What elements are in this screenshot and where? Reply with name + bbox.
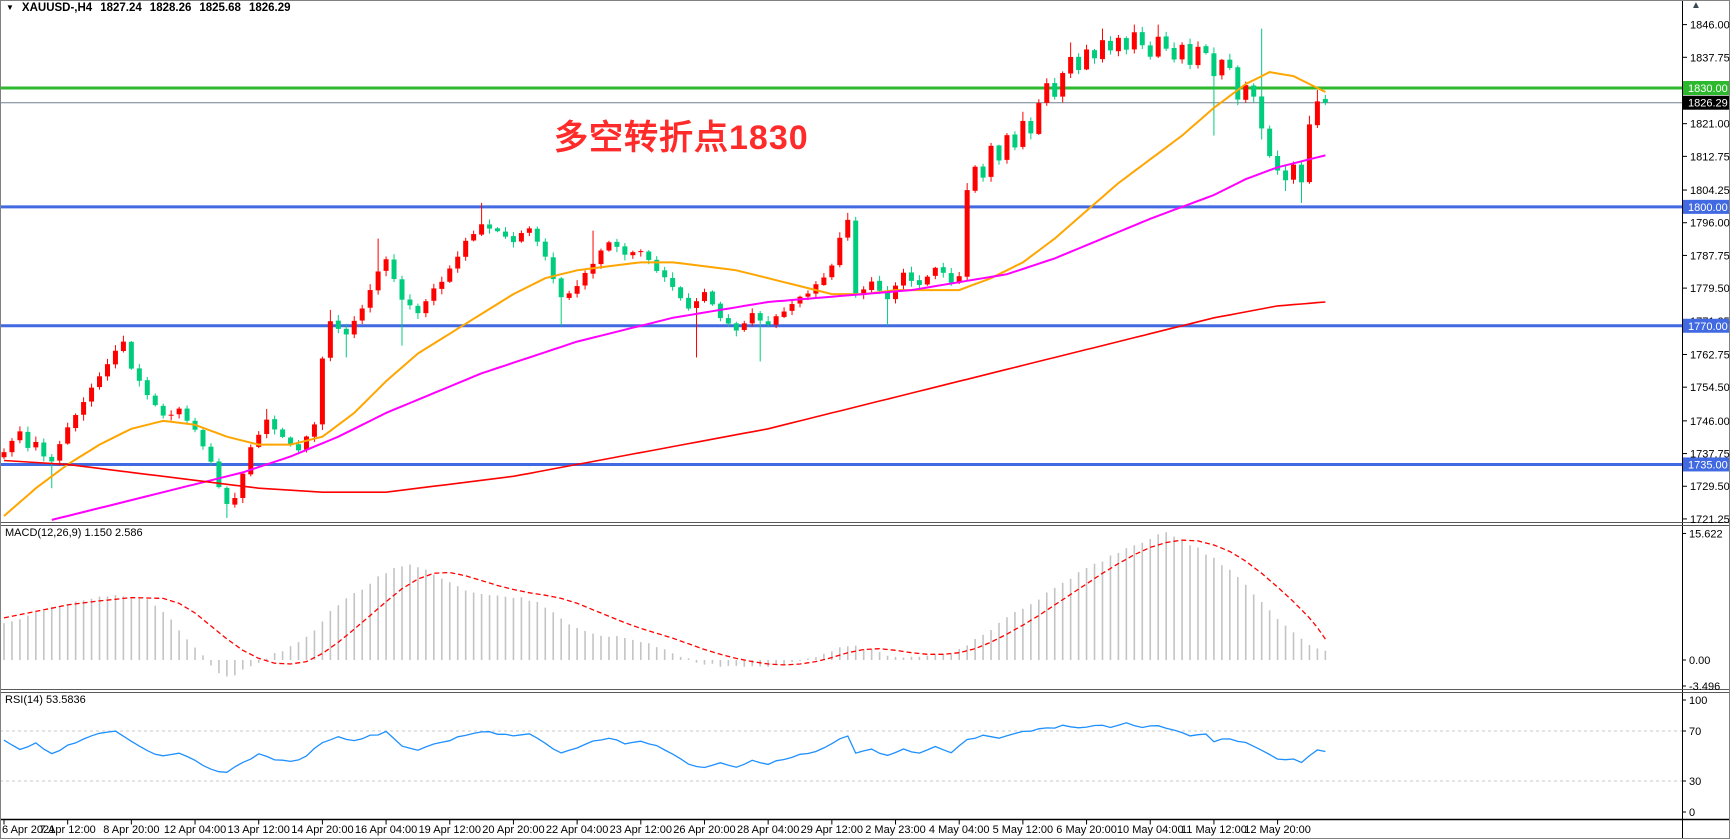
macd-signal-line <box>3 539 1326 666</box>
svg-text:13 Apr 12:00: 13 Apr 12:00 <box>228 824 290 836</box>
svg-text:100: 100 <box>1689 695 1707 707</box>
svg-text:1812.75: 1812.75 <box>1690 151 1730 163</box>
svg-text:28 Apr 04:00: 28 Apr 04:00 <box>737 824 799 836</box>
svg-text:4 May 04:00: 4 May 04:00 <box>929 824 990 836</box>
collapse-indicator-icon[interactable]: ▼ <box>6 3 14 12</box>
svg-text:1779.50: 1779.50 <box>1690 283 1730 295</box>
symbol-info-bar: ▼ XAUUSD-,H4 1827.24 1828.26 1825.68 182… <box>6 2 291 14</box>
svg-text:1846.00: 1846.00 <box>1690 20 1730 32</box>
svg-text:1735.00: 1735.00 <box>1688 459 1728 471</box>
svg-text:7 Apr 12:00: 7 Apr 12:00 <box>40 824 96 836</box>
svg-text:12 May 20:00: 12 May 20:00 <box>1244 824 1311 836</box>
ohlc-close: 1826.29 <box>248 2 291 14</box>
svg-text:2 May 23:00: 2 May 23:00 <box>865 824 926 836</box>
ohlc-open: 1827.24 <box>100 2 142 14</box>
ma-slow-red <box>3 301 1326 494</box>
svg-text:16 Apr 04:00: 16 Apr 04:00 <box>355 824 417 836</box>
svg-text:1837.75: 1837.75 <box>1690 52 1730 64</box>
svg-text:1729.50: 1729.50 <box>1690 481 1730 493</box>
macd-histogram <box>3 532 1327 677</box>
svg-text:1826.29: 1826.29 <box>1688 98 1728 110</box>
svg-text:5 May 12:00: 5 May 12:00 <box>993 824 1054 836</box>
svg-text:1787.75: 1787.75 <box>1690 250 1730 262</box>
svg-text:11 May 12:00: 11 May 12:00 <box>1181 824 1247 836</box>
indicator-scales[interactable]: 15.622 0.00 -3.496 100 70 30 0 <box>1682 528 1723 819</box>
svg-text:1754.50: 1754.50 <box>1690 382 1730 394</box>
macd-indicator-label: MACD(12,26,9) 1.150 2.586 <box>5 527 143 539</box>
svg-text:-3.496: -3.496 <box>1689 681 1720 693</box>
svg-text:1762.75: 1762.75 <box>1690 349 1730 361</box>
svg-text:6 May 20:00: 6 May 20:00 <box>1056 824 1117 836</box>
ma-fast-orange <box>3 71 1326 517</box>
svg-text:20 Apr 20:00: 20 Apr 20:00 <box>482 824 544 836</box>
chart-shift-marker-icon[interactable]: ▲ <box>1691 0 1701 11</box>
svg-text:1746.00: 1746.00 <box>1690 416 1730 428</box>
svg-text:12 Apr 04:00: 12 Apr 04:00 <box>164 824 226 836</box>
svg-text:23 Apr 12:00: 23 Apr 12:00 <box>610 824 672 836</box>
symbol-name: XAUUSD-,H4 <box>21 2 93 14</box>
ma-mid-magenta <box>51 154 1326 521</box>
rsi-line <box>3 722 1326 773</box>
ohlc-low: 1825.68 <box>199 2 241 14</box>
svg-text:0: 0 <box>1689 807 1695 819</box>
rsi-line <box>3 722 1326 773</box>
svg-text:19 Apr 12:00: 19 Apr 12:00 <box>419 824 481 836</box>
svg-text:26 Apr 20:00: 26 Apr 20:00 <box>673 824 735 836</box>
price-axis[interactable]: 1846.00 1837.75 1821.00 1812.75 1804.25 1796.… <box>1682 20 1730 526</box>
ohlc-high: 1828.26 <box>149 2 192 14</box>
svg-text:1830.00: 1830.00 <box>1688 83 1728 95</box>
chart-annotation-text: 多空转折点1830 <box>554 119 809 157</box>
svg-text:22 Apr 04:00: 22 Apr 04:00 <box>546 824 608 836</box>
horizontal-level-lines <box>0 86 1682 466</box>
svg-text:1804.25: 1804.25 <box>1690 185 1730 197</box>
rsi-indicator-label: RSI(14) 53.5836 <box>5 694 86 706</box>
svg-text:0.00: 0.00 <box>1689 655 1710 667</box>
svg-text:70: 70 <box>1689 726 1701 738</box>
svg-text:10 May 04:00: 10 May 04:00 <box>1117 824 1184 836</box>
candlestick-series <box>1 24 1328 518</box>
ma-slow-red <box>3 301 1326 494</box>
svg-text:30: 30 <box>1689 776 1701 788</box>
svg-text:1770.00: 1770.00 <box>1688 321 1728 333</box>
svg-text:6 Apr 2021: 6 Apr 2021 <box>2 824 55 836</box>
ma-fast-orange <box>3 71 1326 517</box>
svg-text:1721.25: 1721.25 <box>1690 514 1730 526</box>
macd-signal-line <box>3 539 1326 666</box>
rsi-level-lines <box>0 730 1682 782</box>
ma-mid-magenta <box>51 154 1326 521</box>
svg-text:1796.00: 1796.00 <box>1690 218 1730 230</box>
svg-text:14 Apr 20:00: 14 Apr 20:00 <box>291 824 353 836</box>
svg-text:8 Apr 20:00: 8 Apr 20:00 <box>103 824 159 836</box>
svg-text:1821.00: 1821.00 <box>1690 119 1730 131</box>
svg-text:29 Apr 12:00: 29 Apr 12:00 <box>801 824 863 836</box>
svg-text:1800.00: 1800.00 <box>1688 202 1728 214</box>
svg-text:15.622: 15.622 <box>1689 528 1723 540</box>
